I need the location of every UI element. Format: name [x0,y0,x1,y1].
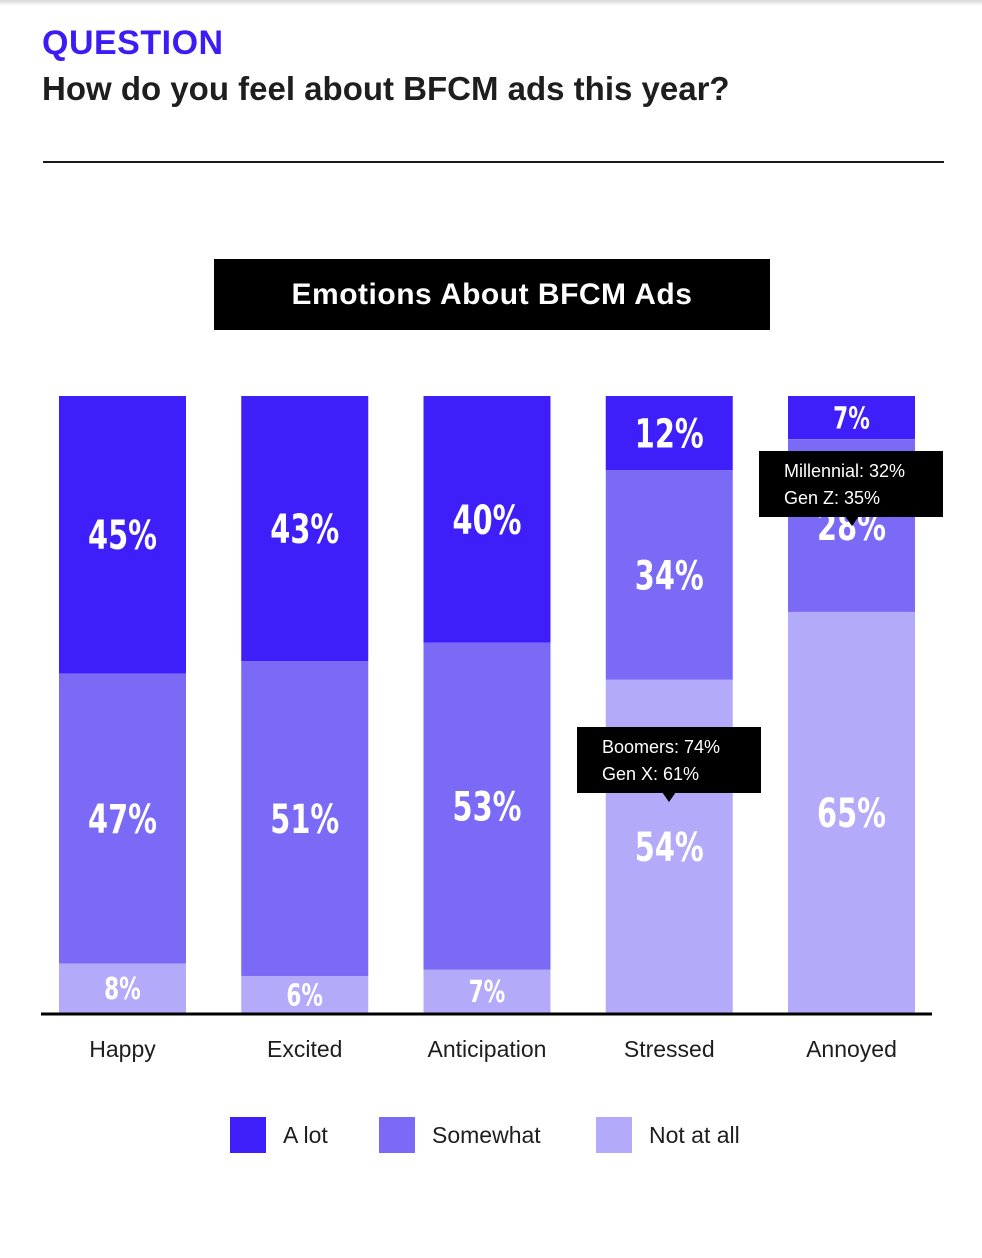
bar-value-label: 34% [635,554,704,600]
bar-value-label: 43% [270,507,339,553]
bar-segment-annoyed-a-lot [788,396,915,440]
bar-value-label: 47% [88,797,157,843]
question-text: How do you feel about BFCM ads this year… [42,70,730,107]
legend-label: A lot [283,1121,328,1148]
legend-swatch-somewhat [379,1117,415,1153]
section-eyebrow: QUESTION [42,24,224,62]
bar-value-label: 45% [88,514,157,560]
bar-value-label: 51% [270,797,339,843]
chart-title: Emotions About BFCM Ads [214,259,770,330]
bar-value-label: 65% [817,791,886,837]
top-shade [0,0,982,6]
bar-value-label: 6% [286,979,323,1013]
bar-value-label: 12% [635,412,704,458]
bar-segment-annoyed-not-at-all [788,611,915,1013]
divider-rule [43,161,944,163]
legend-item-somewhat: Somewhat [379,1117,541,1153]
bar-segment-anticipation-somewhat [423,642,551,970]
x-tick-label: Stressed [624,1036,715,1062]
bar-segment-happy-somewhat [59,673,186,964]
callout-pointer [844,516,859,526]
callout-annoyed: Millennial: 32% Gen Z: 35% [759,451,943,517]
bar-value-label: 53% [453,785,522,831]
legend-item-a-lot: A lot [230,1117,328,1153]
legend-swatch-a-lot [230,1117,266,1153]
chart-legend: A lot Somewhat Not at all [0,1117,982,1153]
bar-value-label: 7% [833,402,870,436]
legend-label: Not at all [649,1121,740,1148]
bar-segment-happy-a-lot [59,396,186,674]
callout-pointer [662,792,677,802]
callout-line: Millennial: 32% [784,461,906,481]
x-tick-label: Annoyed [806,1036,897,1062]
x-tick-label: Happy [89,1036,156,1062]
bar-segment-excited-somewhat [241,661,369,976]
callout-stressed: Boomers: 74% Gen X: 61% [577,727,761,793]
bar-segment-excited-not-at-all [241,975,369,1013]
legend-swatch-not-at-all [596,1117,632,1153]
bar-segment-stressed-a-lot [605,396,733,471]
bar-segment-anticipation-a-lot [423,396,551,643]
bar-value-label: 40% [453,498,522,544]
bar-segment-excited-a-lot [241,396,369,662]
legend-label: Somewhat [432,1121,541,1148]
stacked-bar-chart: 45% 47% 8% Happy 43% 51% 6% Excited 40% 53% 7% Anti… [41,396,932,1062]
x-tick-label: Anticipation [428,1036,547,1062]
x-tick-label: Excited [267,1036,342,1062]
callout-line: Gen Z: 35% [784,488,881,508]
callout-line: Gen X: 61% [602,764,700,784]
bar-value-label: 7% [469,976,506,1010]
bar-segment-stressed-somewhat [605,470,733,680]
bar-segment-happy-not-at-all [59,963,186,1013]
callout-line: Boomers: 74% [602,737,721,757]
bar-segment-anticipation-not-at-all [423,969,551,1013]
bar-value-label: 54% [635,825,704,871]
bar-value-label: 8% [104,973,141,1007]
legend-item-not-at-all: Not at all [596,1117,740,1153]
